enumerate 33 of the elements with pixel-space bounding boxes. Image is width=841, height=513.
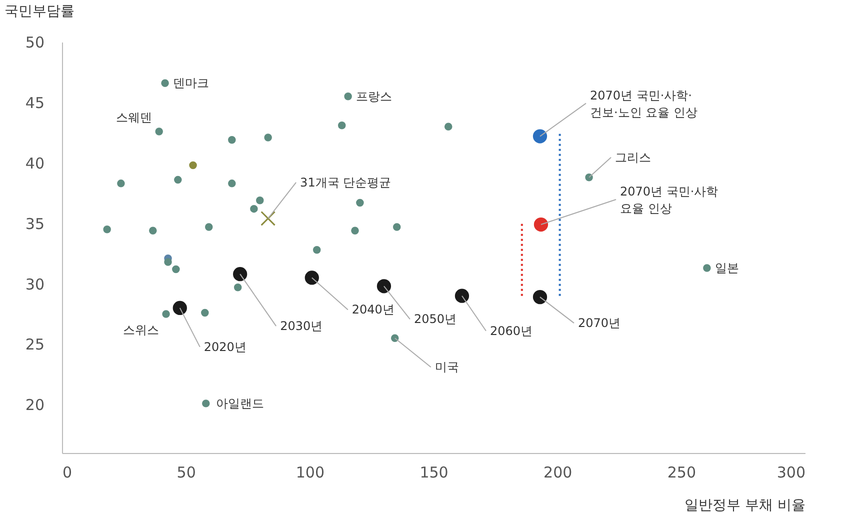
annotation: 2060년 [490, 324, 533, 338]
annotation: 31개국 단순평균 [300, 175, 392, 190]
annotation: 프랑스 [356, 89, 392, 104]
annotation: 미국 [434, 360, 459, 374]
y-tick-label: 25 [25, 336, 44, 354]
y-tick-label: 20 [25, 396, 44, 414]
y-tick-label: 30 [25, 275, 44, 294]
x-tick-label: 0 [62, 464, 72, 482]
annotation: 일본 [714, 261, 739, 276]
y-tick-label: 50 [25, 34, 44, 52]
annotation: 2050년 [414, 312, 457, 326]
y-tick-label: 40 [25, 154, 44, 172]
annotation: 그리스 [615, 150, 652, 164]
x-tick-label: 100 [296, 464, 324, 482]
x-tick-label: 200 [544, 464, 572, 482]
annotation: 2040년 [352, 302, 394, 317]
annotation: 2070년 국민·사학 요율 인상 [620, 184, 718, 216]
annotation: 아일랜드 [216, 396, 264, 410]
x-tick-label: 50 [176, 464, 196, 482]
annotation: 덴마크 [173, 76, 210, 90]
y-axis-title: 국민부담률 [4, 4, 74, 20]
annotation: 스웨덴 [116, 110, 152, 124]
annotation: 2070년 [578, 316, 621, 330]
annotation: 2030년 [280, 319, 323, 334]
y-tick-label: 35 [25, 214, 44, 233]
x-tick-label: 150 [420, 464, 448, 482]
x-tick-label: 250 [667, 464, 696, 482]
annotation: 2070년 국민·사학· 건보·노인 요율 인상 [590, 88, 698, 120]
annotation: 2020년 [204, 340, 246, 354]
x-tick-label: 300 [776, 464, 806, 482]
x-axis-title: 일반정부 부채 비율 [684, 498, 806, 513]
y-tick-label: 45 [25, 94, 44, 112]
annotation: 스위스 [123, 322, 160, 337]
